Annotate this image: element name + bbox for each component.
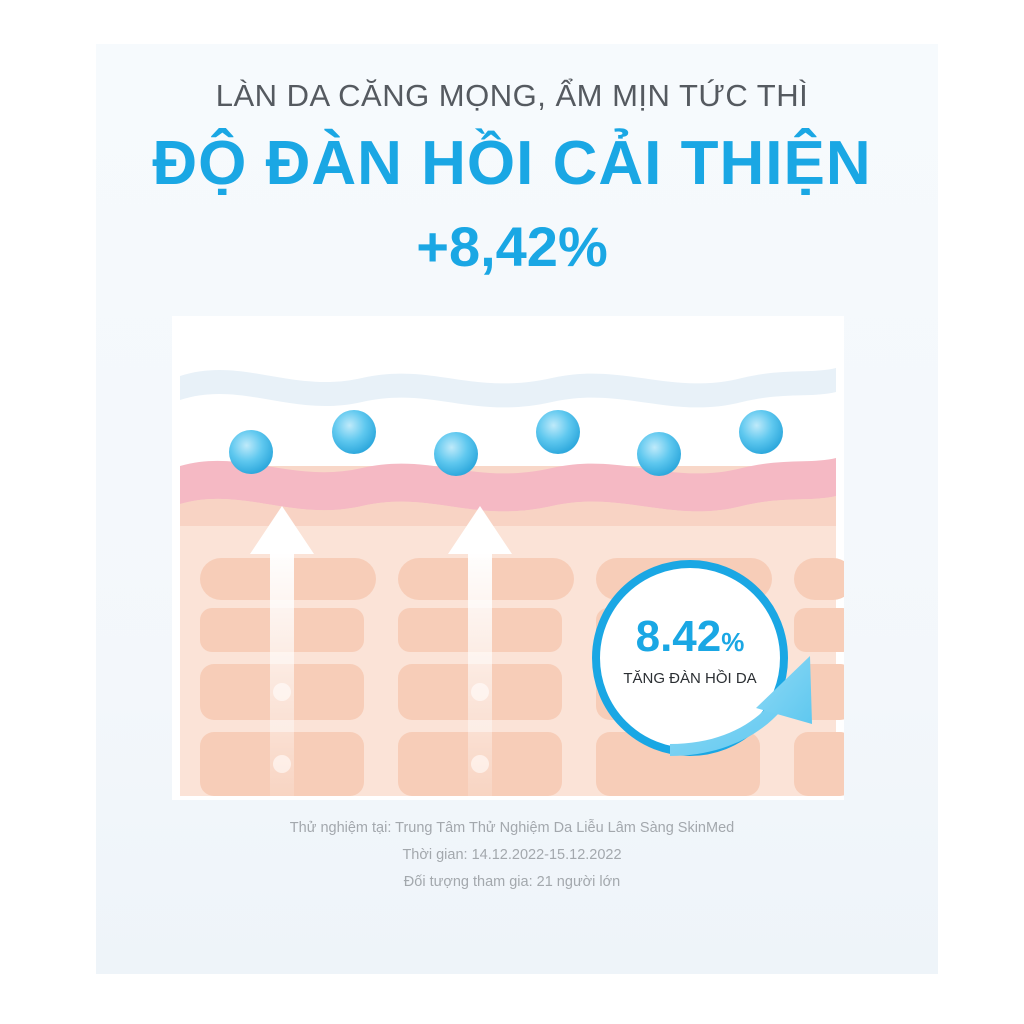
badge-unit: % bbox=[721, 627, 745, 657]
elasticity-badge-label: TĂNG ĐÀN HỒI DA bbox=[623, 670, 757, 687]
headline: ĐỘ ĐÀN HỒI CẢI THIỆN bbox=[152, 129, 872, 198]
curved-arrow-icon bbox=[670, 656, 812, 756]
up-arrow-icon bbox=[250, 506, 314, 796]
skin-layers-graphic bbox=[180, 368, 844, 796]
skin-illustration bbox=[172, 316, 844, 800]
improvement-percent: +8,42% bbox=[416, 215, 608, 278]
elasticity-badge-value: 8.42% bbox=[600, 612, 780, 662]
badge-value-number: 8.42 bbox=[635, 612, 722, 661]
up-arrow-icon bbox=[448, 506, 512, 796]
water-droplet-icon bbox=[229, 410, 783, 476]
footnote-test-center: Thử nghiệm tại: Trung Tâm Thử Nghiệm Da … bbox=[289, 820, 735, 836]
footnote-participants: Đối tượng tham gia: 21 người lớn bbox=[403, 874, 621, 890]
subtitle: LÀN DA CĂNG MỌNG, ẨM MỊN TỨC THÌ bbox=[215, 78, 809, 113]
footnote-test-period: Thời gian: 14.12.2022-15.12.2022 bbox=[402, 847, 622, 863]
